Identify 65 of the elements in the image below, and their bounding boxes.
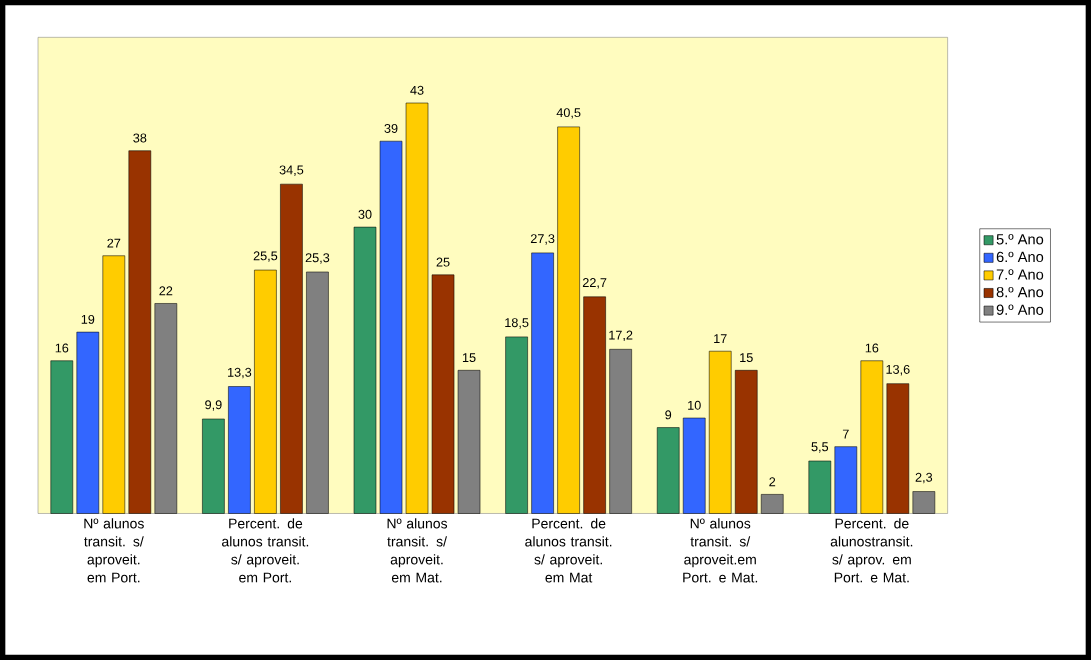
data-label: 9 [665,410,672,420]
data-label: 10 [688,400,701,410]
data-label: 30 [358,209,372,219]
bar [682,417,706,514]
legend-label: 9.º Ano [996,304,1044,315]
bar [76,331,100,514]
bar [102,255,126,514]
bar [860,360,884,514]
data-label: 16 [865,343,879,353]
bar [202,418,225,514]
legend-label: 6.º Ano [996,251,1044,262]
legend-label: 7.º Ano [996,269,1044,280]
bar [557,126,580,514]
bar [228,386,251,514]
bar [128,150,152,514]
legend-label: 5.º Ano [996,234,1044,245]
data-label: 19 [81,314,95,324]
data-label: 7 [842,429,849,439]
data-label: 13,3 [228,367,252,379]
bar [50,360,74,514]
data-label: 22,7 [582,277,607,289]
data-label: 5,5 [811,442,829,453]
data-label: 39 [384,123,398,133]
legend-label: 8.º Ano [996,286,1044,298]
data-label: 17,2 [609,330,633,341]
bar [431,274,455,514]
bar [353,226,377,514]
x-tick-label: Percent. de alunos transit. s/ aproveit. em Mat [525,518,612,583]
bar [405,102,429,514]
data-label: 34,5 [279,165,304,176]
data-label: 27 [107,238,121,248]
bar [379,140,403,514]
data-label: 17 [714,334,727,343]
data-label: 25,3 [305,253,330,264]
x-tick-label: Nº alunos transit. s/ aproveit. em Port. [84,518,144,583]
x-tick-label: Nº alunos transit. s/ aproveit.em Port. e Mat. [683,518,758,583]
bar [886,383,910,514]
data-label: 25 [436,257,450,267]
data-label: 9,9 [205,400,222,411]
x-tick-label: Percent. de alunostransit. s/ aprov. em Port. e Mat. [830,518,913,583]
bar [808,460,832,514]
bar [531,252,554,514]
x-tick-label: Nº alunos transit. s/ aproveit. em Mat. [387,518,448,583]
data-label: 38 [133,133,147,143]
data-label: 15 [740,353,753,362]
data-label: 18,5 [505,318,529,329]
data-label: 43 [410,85,424,95]
bar [254,269,277,514]
bar [734,369,758,514]
bar [280,183,303,514]
x-tick-label: Percent. de alunos transit. s/ aproveit. em Port. [222,518,309,583]
bar [505,336,528,514]
data-label: 16 [55,343,69,353]
data-label: 2 [769,477,776,487]
bar [708,350,732,514]
data-label: 13,6 [886,364,910,376]
data-label: 40,5 [556,108,581,119]
data-label: 22 [159,286,173,296]
bar [656,427,680,514]
data-label: 25,5 [253,251,278,262]
bar [583,296,606,514]
data-label: 2,3 [915,472,933,484]
data-label: 27,3 [530,234,555,245]
bar [834,446,858,514]
data-label: 15 [462,353,476,362]
